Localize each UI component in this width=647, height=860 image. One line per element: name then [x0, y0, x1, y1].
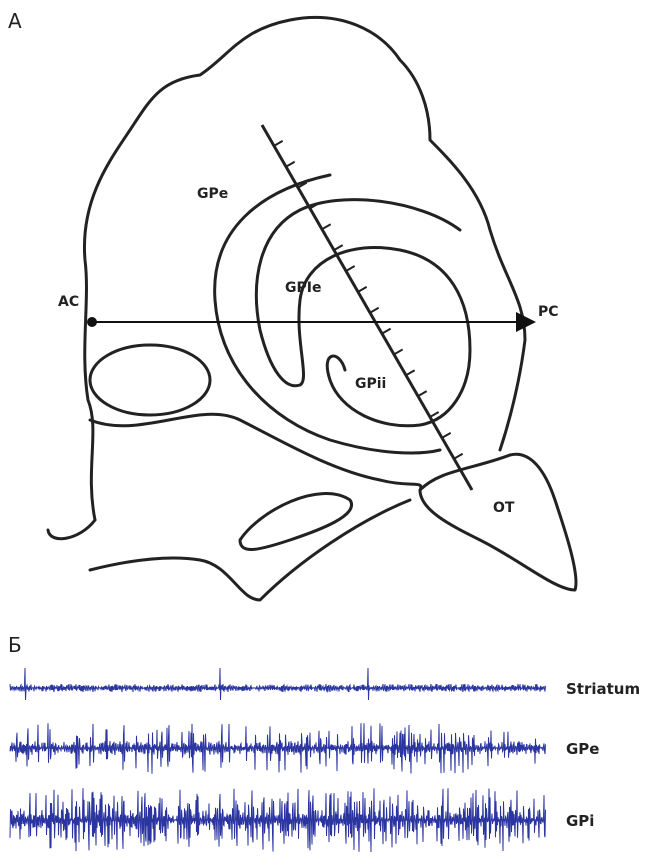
electrode-tick [418, 391, 427, 396]
trace [10, 668, 546, 700]
electrode-tick [406, 370, 415, 375]
trace-label: GPe [566, 740, 599, 758]
electrode-tick [454, 454, 463, 459]
electrode-tick [322, 224, 331, 229]
trace-label: GPi [566, 812, 594, 830]
trace [10, 723, 546, 774]
electrode-tick [394, 349, 403, 354]
outline [90, 414, 421, 490]
outline [84, 17, 525, 520]
electrode-tick [430, 412, 439, 417]
region-label: GPii [355, 376, 386, 392]
trace-label: Striatum [566, 680, 640, 698]
electrode-tick [334, 245, 343, 250]
electrode-tick [370, 308, 379, 313]
electrode-tick [346, 266, 355, 271]
electrode-tick [382, 329, 391, 334]
trace [10, 788, 546, 852]
figure: А GPe GPIe GPii AC PC OT Б Striatum GPe … [0, 0, 647, 860]
electrode-track [262, 125, 472, 490]
panel-label: Б [8, 633, 22, 657]
region-label: GPe [197, 186, 228, 202]
outline [420, 454, 576, 590]
panel-a: А GPe GPIe GPii AC PC OT [8, 9, 576, 600]
panel-label: А [8, 9, 22, 33]
ot-label: OT [493, 500, 515, 516]
electrode-tick [358, 287, 367, 292]
outline [215, 175, 440, 453]
electrode-tick [286, 162, 295, 167]
electrode [262, 125, 472, 490]
region-label: GPIe [285, 280, 321, 296]
outline [90, 345, 210, 415]
panel-b: Б Striatum GPe GPi [8, 633, 640, 852]
electrode-tick [442, 433, 451, 438]
ac-label: AC [58, 294, 79, 310]
electrode-tick [274, 141, 283, 146]
outline [48, 520, 95, 539]
pc-label: PC [538, 304, 559, 320]
ac-point [87, 317, 97, 327]
